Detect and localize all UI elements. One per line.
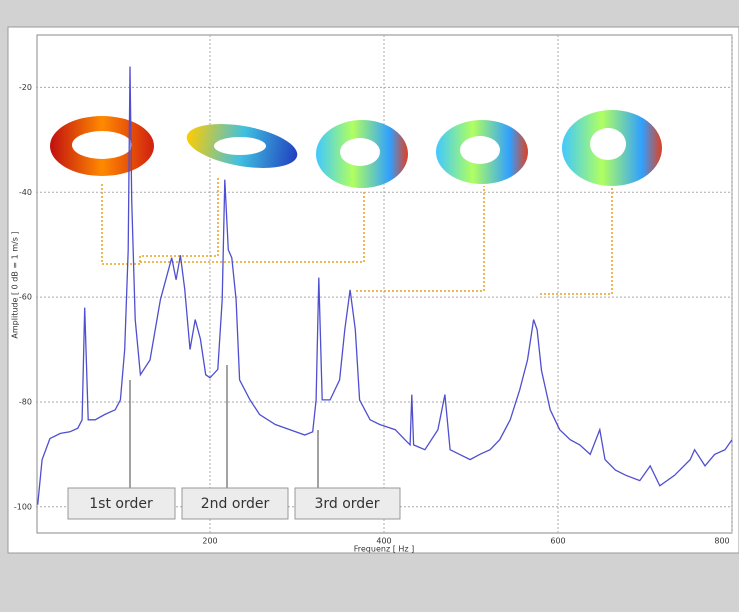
mode-hole: [460, 136, 500, 164]
spectrum-line: [37, 66, 733, 505]
annotation: 2nd order: [201, 496, 270, 512]
plot: [37, 66, 733, 505]
annotation: 3rd order: [314, 496, 379, 512]
mode-shapes: [50, 110, 662, 188]
y-tick-label: -40: [19, 188, 32, 197]
annotation: 1st order: [89, 496, 153, 512]
mode-hole: [214, 137, 266, 155]
order-pointers: [129, 365, 319, 488]
y-tick-label: -60: [19, 293, 32, 302]
y-axis-label: Amplitude [ 0 dB = 1 m/s ]: [11, 231, 20, 338]
x-tick-label: 800: [714, 537, 729, 546]
connector: [101, 178, 219, 265]
y-tick-label: -80: [19, 397, 32, 406]
grid: -100 -80 -60 -40 -20 200 400 600 800: [14, 35, 733, 546]
annotation-box: [67, 487, 176, 520]
connector: [540, 188, 613, 295]
connectors: [101, 178, 613, 295]
connector: [140, 192, 365, 263]
mode-hole: [72, 131, 132, 159]
annotation-box: [181, 487, 289, 520]
connector: [356, 186, 485, 292]
x-tick-label: 600: [550, 537, 565, 546]
annotation-box: [294, 487, 401, 520]
y-tick-label: -20: [19, 83, 32, 92]
x-axis-label: Frequenz [ Hz ]: [354, 545, 414, 554]
mode-hole: [590, 128, 626, 160]
mode-hole: [340, 138, 380, 166]
x-tick-label: 400: [376, 537, 391, 546]
y-tick-label: -100: [14, 502, 32, 511]
x-tick-label: 200: [202, 537, 217, 546]
